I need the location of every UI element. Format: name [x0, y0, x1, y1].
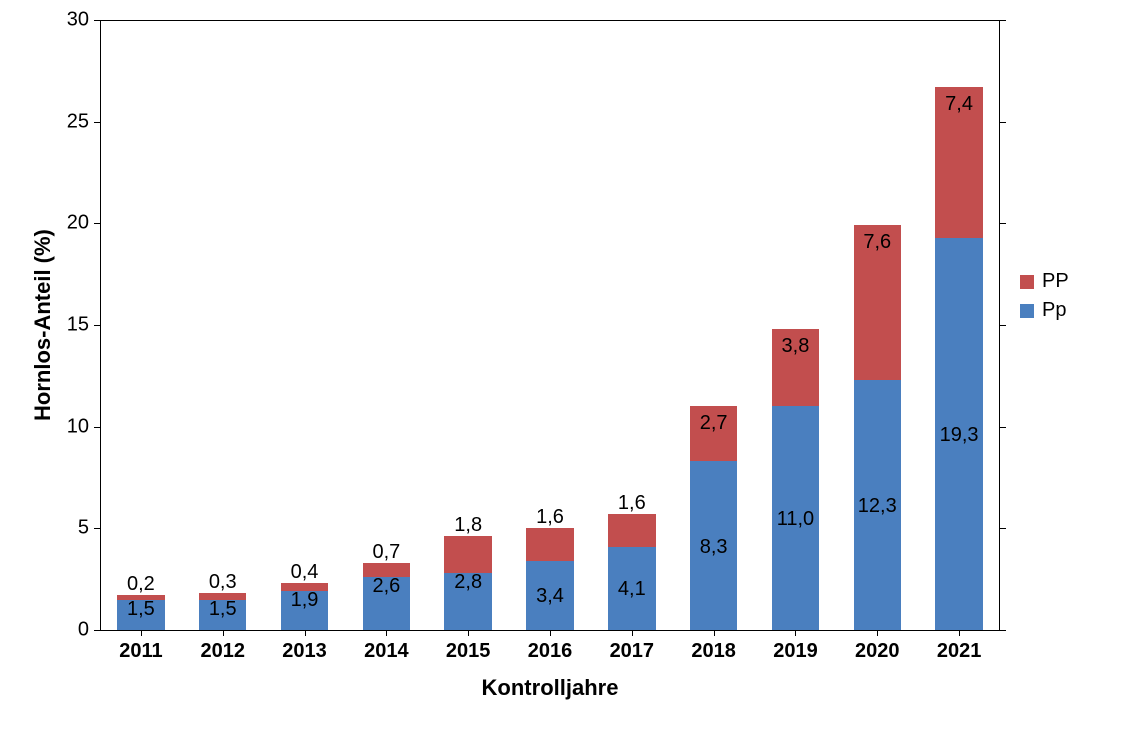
x-tick-label: 2021 — [937, 640, 982, 663]
bar-label-PP: 0,4 — [291, 561, 319, 584]
bar-label-PP: 0,3 — [209, 571, 237, 594]
legend-label: PP — [1042, 270, 1069, 293]
x-tick — [141, 630, 142, 636]
x-tick — [550, 630, 551, 636]
bar-segment-PP — [444, 536, 491, 573]
x-axis-title: Kontrolljahre — [482, 675, 619, 701]
x-tick-label: 2013 — [282, 640, 327, 663]
bar-label-PP: 1,8 — [454, 514, 482, 537]
y-tick — [94, 630, 100, 631]
y-tick-label: 5 — [49, 517, 89, 540]
legend-item: Pp — [1020, 299, 1069, 322]
y-tick — [94, 528, 100, 529]
bar-label-PP: 2,7 — [700, 412, 728, 435]
x-tick — [877, 630, 878, 636]
bar-segment-PP — [526, 528, 573, 561]
bar-label-pp: 8,3 — [700, 536, 728, 559]
x-tick — [959, 630, 960, 636]
x-tick-label: 2011 — [119, 640, 162, 663]
x-tick — [714, 630, 715, 636]
y-tick — [94, 325, 100, 326]
x-tick-label: 2016 — [528, 640, 573, 663]
y-tick-label: 10 — [49, 415, 89, 438]
y-tick-label: 30 — [49, 9, 89, 32]
y-tick — [1000, 122, 1006, 123]
bar-label-PP: 1,6 — [618, 492, 646, 515]
x-tick-label: 2015 — [446, 640, 491, 663]
bar-label-pp: 2,6 — [372, 575, 400, 598]
bar-label-pp: 1,9 — [291, 589, 319, 612]
y-tick — [94, 122, 100, 123]
x-tick-label: 2014 — [364, 640, 409, 663]
x-tick — [223, 630, 224, 636]
bar-segment-PP — [608, 514, 655, 547]
x-tick — [386, 630, 387, 636]
bar-label-pp: 12,3 — [858, 495, 897, 518]
bar-label-PP: 0,7 — [372, 541, 400, 564]
legend-swatch — [1020, 275, 1034, 289]
bar-group — [608, 514, 655, 630]
x-tick-label: 2020 — [855, 640, 900, 663]
bar-label-pp: 3,4 — [536, 585, 564, 608]
y-tick-label: 0 — [49, 619, 89, 642]
bar-label-pp: 19,3 — [940, 424, 979, 447]
x-tick-label: 2012 — [200, 640, 245, 663]
bar-label-PP: 0,2 — [127, 573, 155, 596]
x-tick-label: 2018 — [691, 640, 736, 663]
bar-group — [772, 329, 819, 630]
x-tick — [632, 630, 633, 636]
legend: PP Pp — [1020, 270, 1069, 328]
x-tick — [305, 630, 306, 636]
y-tick — [1000, 528, 1006, 529]
y-tick — [94, 20, 100, 21]
x-tick-label: 2017 — [610, 640, 655, 663]
legend-swatch — [1020, 304, 1034, 318]
x-tick — [795, 630, 796, 636]
bar-label-PP: 3,8 — [782, 335, 810, 358]
bar-label-pp: 1,5 — [127, 598, 155, 621]
bar-label-PP: 7,6 — [863, 231, 891, 254]
bar-group — [690, 406, 737, 630]
y-tick — [1000, 223, 1006, 224]
bar-group — [854, 225, 901, 630]
bar-label-pp: 1,5 — [209, 598, 237, 621]
y-tick — [94, 223, 100, 224]
legend-item: PP — [1020, 270, 1069, 293]
bar-group — [526, 528, 573, 630]
x-tick — [468, 630, 469, 636]
y-tick-label: 25 — [49, 110, 89, 133]
y-tick — [1000, 325, 1006, 326]
chart-container: Hornlos-Anteil (%) Kontrolljahre PPPp 05… — [0, 0, 1135, 729]
bar-label-pp: 4,1 — [618, 578, 646, 601]
y-tick-label: 20 — [49, 212, 89, 235]
bar-label-PP: 7,4 — [945, 93, 973, 116]
bar-label-pp: 11,0 — [777, 508, 814, 531]
legend-label: Pp — [1042, 299, 1066, 322]
y-tick — [1000, 427, 1006, 428]
x-tick-label: 2019 — [773, 640, 818, 663]
plot-area — [100, 20, 1000, 630]
y-tick — [1000, 20, 1006, 21]
y-tick-label: 15 — [49, 314, 89, 337]
bar-label-PP: 1,6 — [536, 506, 564, 529]
y-tick — [94, 427, 100, 428]
bar-label-pp: 2,8 — [454, 571, 482, 594]
y-tick — [1000, 630, 1006, 631]
bar-group — [935, 87, 982, 630]
